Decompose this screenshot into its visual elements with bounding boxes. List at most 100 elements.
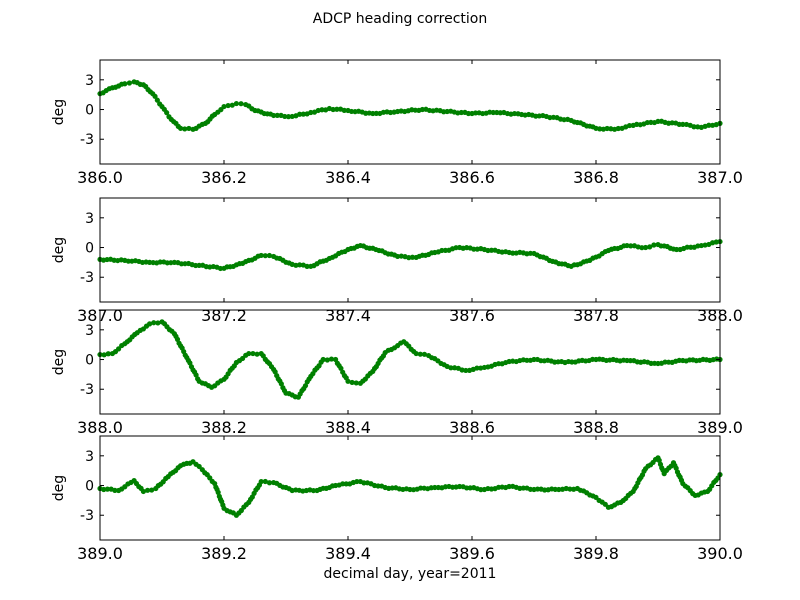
data-point-fill (604, 125, 610, 132)
axes-frame (99, 197, 721, 303)
series-points (97, 455, 723, 518)
data-point-fill (274, 112, 280, 118)
y-tick-label: 0 (85, 353, 94, 369)
data-point (308, 109, 314, 116)
data-point-fill (706, 122, 712, 128)
data-point-fill (262, 478, 268, 485)
data-point-fill (626, 122, 633, 129)
x-tick-label: 387.0 (697, 168, 743, 187)
data-point-fill (338, 365, 344, 371)
data-point (258, 252, 264, 259)
chart-title: ADCP heading correction (313, 11, 487, 27)
data-point (345, 378, 351, 384)
data-point-fill (328, 356, 335, 362)
y-axis-label: deg (51, 237, 67, 263)
data-point-fill (254, 351, 260, 357)
data-point-fill (266, 252, 273, 259)
data-point (178, 125, 184, 131)
data-point-fill (647, 244, 653, 250)
x-tick-label: 389.0 (77, 544, 123, 563)
x-tick-label: 388.8 (573, 418, 619, 437)
y-tick-label: -3 (80, 508, 94, 524)
panel-3: 3 0 -3 388.0 388.2 388.4 388.6 388.8 389.0 deg (51, 309, 743, 437)
data-point-fill (186, 125, 192, 132)
data-point-fill (639, 245, 645, 251)
data-point-fill (105, 351, 111, 357)
data-point-fill (182, 126, 188, 132)
data-point-fill (417, 351, 423, 357)
data-point-fill (448, 365, 454, 371)
data-point (643, 244, 649, 251)
data-point-fill (656, 457, 662, 463)
data-point-fill (421, 351, 428, 357)
data-point-fill (334, 106, 340, 112)
y-tick-label: -3 (80, 270, 94, 286)
data-point-fill (225, 102, 231, 109)
x-tick-label: 389.6 (449, 544, 495, 563)
data-point (147, 321, 153, 327)
y-tick-label: 3 (85, 323, 94, 339)
data-point-fill (341, 107, 347, 113)
data-point (320, 356, 326, 363)
axes-frame (99, 309, 721, 415)
y-tick-label: 3 (85, 449, 94, 465)
x-tick-label: 389.2 (201, 544, 247, 563)
data-point-fill (101, 352, 107, 358)
data-point-fill (154, 97, 160, 103)
data-point-fill (567, 486, 573, 492)
data-point-fill (615, 125, 621, 132)
y-axis-label: deg (51, 99, 67, 125)
data-point-fill (300, 111, 306, 117)
data-point-fill (250, 350, 256, 357)
data-point-fill (262, 253, 268, 259)
y-tick-label: 3 (85, 73, 94, 89)
data-point-fill (319, 107, 325, 113)
series-points (97, 238, 723, 272)
data-point (221, 103, 227, 110)
x-tick-label: 386.6 (449, 168, 495, 187)
x-tick-label: 389.8 (573, 544, 619, 563)
data-point-fill (126, 80, 133, 86)
data-point-fill (474, 365, 480, 371)
axes-frame (99, 59, 721, 165)
data-point (246, 350, 252, 357)
data-point-fill (628, 243, 634, 249)
data-point (395, 253, 401, 260)
series-points (97, 79, 723, 132)
data-point-fill (266, 480, 273, 486)
y-tick-label: 0 (85, 241, 94, 257)
y-tick-label: 3 (85, 211, 94, 227)
x-tick-label: 390.0 (697, 544, 743, 563)
y-axis-label: deg (51, 475, 67, 501)
data-point (140, 488, 146, 495)
x-tick-label: 386.2 (201, 168, 247, 187)
data-point (556, 486, 562, 493)
y-tick-label: 0 (85, 103, 94, 119)
data-point (680, 121, 686, 127)
data-point-fill (104, 486, 111, 492)
axes-frame (99, 435, 721, 541)
data-point-fill (164, 110, 170, 116)
x-tick-label: 386.8 (573, 168, 619, 187)
data-point-fill (144, 487, 151, 493)
x-tick-label: 387.4 (325, 306, 371, 325)
y-tick-label: 0 (85, 479, 94, 495)
data-point-fill (229, 102, 235, 108)
data-point-fill (152, 93, 158, 99)
data-point-fill (651, 242, 657, 248)
x-tick-label: 388.2 (201, 418, 247, 437)
x-tick-label: 388.6 (449, 418, 495, 437)
data-point-fill (691, 124, 697, 130)
data-point-fill (297, 111, 303, 117)
panels: 3 0 -3 386.0 386.2 386.4 386.6 386.8 387.0 deg 3 0 -… (51, 59, 743, 563)
data-point-fill (297, 262, 303, 268)
data-point-fill (353, 380, 359, 386)
data-point-fill (238, 101, 244, 107)
x-tick-label: 387.2 (201, 306, 247, 325)
data-point-fill (304, 263, 310, 269)
data-point-fill (116, 346, 122, 352)
data-point (122, 81, 128, 87)
series-points (97, 319, 723, 400)
